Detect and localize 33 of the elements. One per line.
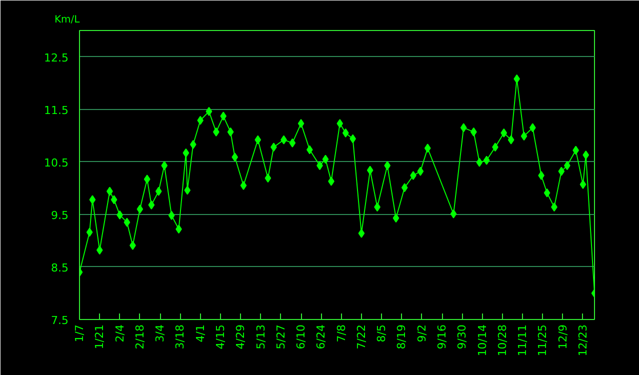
y-axis-title: Km/L bbox=[54, 14, 80, 26]
x-tick-label: 2/4 bbox=[113, 324, 126, 342]
x-tick-label: 10/28 bbox=[496, 324, 509, 356]
y-tick-label: 12.5 bbox=[44, 51, 69, 64]
x-tick-label: 11/11 bbox=[516, 324, 530, 356]
x-tick-label: 1/7 bbox=[73, 324, 86, 342]
x-tick-label: 8/5 bbox=[375, 324, 388, 342]
x-tick-label: 11/25 bbox=[536, 324, 550, 356]
y-tick-label: 10.5 bbox=[44, 156, 69, 170]
x-tick-label: 12/9 bbox=[556, 324, 570, 350]
y-tick-label: 11.5 bbox=[44, 104, 69, 117]
x-tick-label: 5/13 bbox=[254, 324, 268, 350]
x-tick-label: 4/1 bbox=[194, 324, 207, 342]
x-tick-label: 6/10 bbox=[294, 324, 308, 350]
x-tick-label: 4/15 bbox=[214, 324, 227, 350]
x-tick-label: 4/29 bbox=[234, 324, 248, 350]
x-tick-label: 9/2 bbox=[415, 324, 428, 342]
x-tick-label: 8/19 bbox=[395, 324, 408, 350]
x-tick-label: 3/4 bbox=[154, 324, 167, 342]
x-tick-label: 5/27 bbox=[274, 324, 288, 350]
y-tick-label: 7.5 bbox=[51, 314, 69, 327]
x-tick-label: 7/8 bbox=[334, 324, 348, 342]
x-tick-label: 1/21 bbox=[93, 324, 106, 350]
x-tick-label: 7/22 bbox=[354, 324, 368, 350]
x-tick-label: 9/16 bbox=[436, 324, 449, 350]
x-tick-label: 9/30 bbox=[456, 324, 469, 350]
x-tick-label: 12/23 bbox=[576, 324, 590, 356]
x-tick-label: 6/24 bbox=[314, 324, 328, 350]
x-tick-label: 3/18 bbox=[174, 324, 187, 350]
y-tick-label: 8.5 bbox=[51, 261, 69, 274]
x-tick-label: 10/14 bbox=[476, 324, 489, 356]
y-tick-label: 9.5 bbox=[51, 208, 69, 222]
x-tick-label: 2/18 bbox=[133, 324, 146, 350]
